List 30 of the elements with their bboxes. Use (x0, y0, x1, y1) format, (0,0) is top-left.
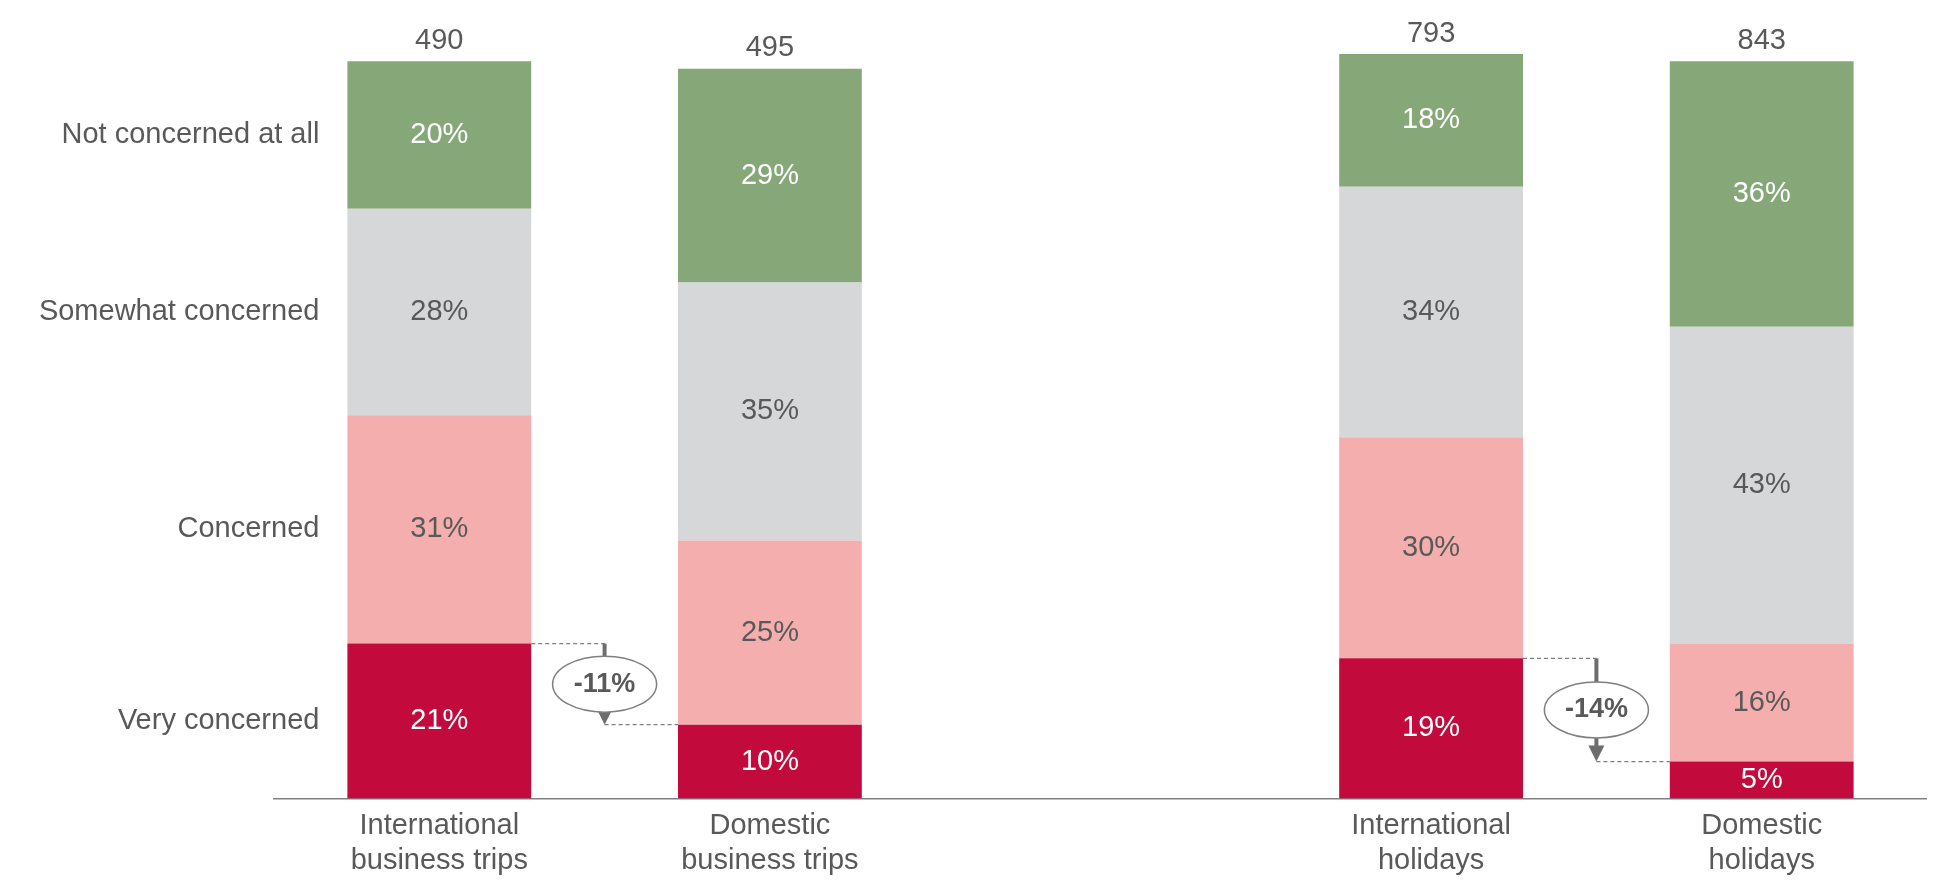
data-label: 16% (1732, 684, 1791, 717)
data-label: 34% (1402, 293, 1461, 326)
x-tick-label: International business trips (350, 807, 528, 875)
annotation: -14% (1564, 693, 1628, 724)
data-label: 21% (410, 703, 469, 736)
series-label: Very concerned (117, 703, 320, 736)
data-label: 35% (740, 393, 799, 426)
data-label: 36% (1732, 176, 1791, 209)
data-label: 28% (410, 293, 469, 326)
series-label: Somewhat concerned (38, 293, 320, 326)
data-label: 10% (740, 743, 799, 776)
annotation: 490 (415, 22, 464, 55)
data-label: 19% (1402, 710, 1461, 743)
data-label: 30% (1402, 529, 1461, 562)
data-label: 31% (410, 511, 469, 544)
data-label: 25% (740, 614, 799, 647)
annotation: -11% (573, 667, 636, 698)
series-label: Not concerned at all (61, 117, 320, 150)
data-label: 18% (1402, 102, 1461, 135)
data-label: 29% (740, 157, 799, 190)
annotation: 793 (1406, 15, 1456, 48)
series-label: Concerned (177, 511, 320, 544)
annotation: 843 (1737, 22, 1786, 55)
x-tick-label: Domestic business trips (681, 807, 859, 875)
annotation: 495 (745, 30, 795, 63)
x-tick-label: International holidays (1351, 807, 1511, 875)
data-label: 43% (1732, 467, 1791, 500)
data-label: 20% (410, 117, 469, 150)
x-tick-label: Domestic holidays (1701, 807, 1823, 875)
data-label: 5% (1740, 761, 1783, 794)
